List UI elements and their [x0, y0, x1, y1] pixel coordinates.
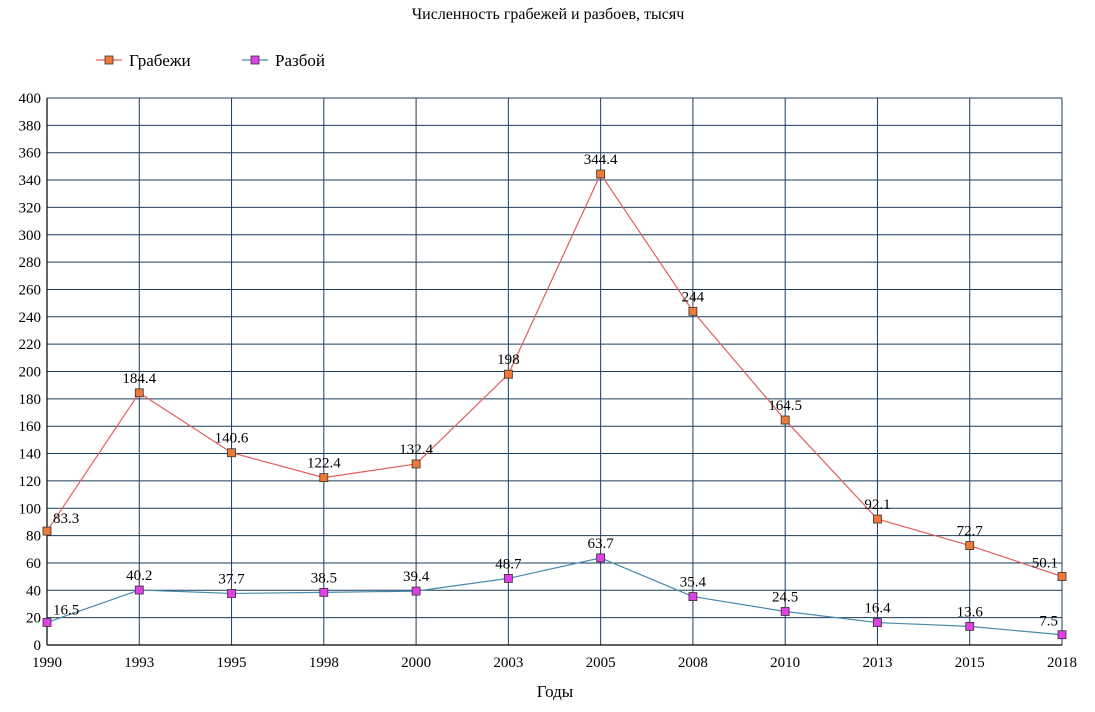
legend-marker: [104, 55, 114, 65]
y-tick-label: 0: [34, 638, 42, 654]
y-tick-label: 300: [19, 228, 42, 244]
data-label: 72.7: [957, 524, 984, 540]
legend-label: Разбой: [275, 51, 325, 70]
x-axis-title: Годы: [537, 682, 574, 701]
series-line: [46, 172, 1063, 578]
data-point: [134, 585, 144, 595]
x-tick-label: 2018: [1047, 655, 1077, 671]
y-tick-label: 40: [26, 583, 41, 599]
data-point: [873, 618, 882, 627]
data-point: [596, 169, 606, 179]
y-axis-ticks: 0 20 40 60 80 100 120 140 160 180 200 220 240 260 280 3…: [19, 91, 42, 654]
grid: [46, 97, 1063, 646]
y-tick-label: 200: [19, 365, 42, 381]
data-label: 50.1: [1032, 555, 1058, 571]
data-point: [965, 622, 975, 631]
x-tick-label: 1995: [217, 655, 247, 671]
data-label: 7.5: [1039, 614, 1058, 630]
data-label: 83.3: [53, 511, 79, 527]
data-label: 35.4: [680, 575, 707, 591]
data-point: [411, 586, 421, 596]
series-1: 83.3 184.4 140.6 122.4 132.4 198 344.4 244 164.5…: [42, 152, 1067, 581]
data-label: 184.4: [122, 371, 156, 387]
data-point: [965, 541, 975, 550]
x-tick-label: 2015: [955, 655, 985, 671]
data-label: 13.6: [957, 604, 984, 620]
data-point: [780, 415, 790, 425]
data-label: 63.7: [588, 536, 615, 552]
data-label: 122.4: [307, 456, 341, 472]
data-label: 16.4: [864, 601, 891, 617]
y-tick-label: 20: [26, 611, 41, 627]
data-point: [780, 607, 790, 616]
data-label: 164.5: [768, 398, 802, 414]
data-label: 16.5: [53, 602, 79, 618]
data-point: [319, 473, 329, 483]
y-tick-label: 60: [26, 556, 41, 572]
data-point: [411, 459, 421, 469]
chart-title: Численность грабежей и разбоев, тысяч: [412, 6, 685, 23]
y-tick-label: 360: [19, 146, 42, 162]
legend-marker: [250, 55, 260, 65]
data-label: 344.4: [584, 152, 618, 168]
data-point: [688, 592, 698, 601]
data-point: [596, 553, 606, 563]
data-point: [1057, 630, 1067, 640]
data-point: [42, 526, 52, 536]
y-tick-label: 260: [19, 282, 42, 298]
y-tick-label: 220: [19, 337, 42, 353]
y-tick-label: 280: [19, 255, 42, 271]
x-tick-label: 2000: [401, 655, 431, 671]
y-tick-label: 340: [19, 173, 42, 189]
data-point: [503, 574, 513, 583]
data-point: [227, 589, 236, 598]
y-tick-label: 80: [26, 529, 41, 545]
y-tick-label: 140: [19, 447, 42, 463]
legend-item: Грабежи: [96, 51, 191, 70]
data-point: [42, 618, 52, 627]
x-tick-label: 2010: [770, 655, 800, 671]
y-tick-label: 100: [19, 501, 42, 517]
y-tick-label: 180: [19, 392, 42, 408]
x-tick-label: 1990: [32, 655, 62, 671]
series-layer: 83.3 184.4 140.6 122.4 132.4 198 344.4 244 164.5…: [42, 152, 1067, 640]
y-tick-label: 240: [19, 310, 42, 326]
data-point: [319, 587, 329, 597]
y-tick-label: 320: [19, 200, 42, 216]
data-label: 92.1: [864, 497, 890, 513]
x-tick-label: 2013: [862, 655, 892, 671]
data-label: 132.4: [399, 442, 433, 458]
data-label: 24.5: [772, 589, 798, 605]
legend-item: Разбой: [242, 51, 325, 70]
x-axis-ticks: 1990 1993 1995 1998 2000 2003 2005 2008 2010 2013…: [32, 655, 1077, 671]
data-label: 39.4: [403, 569, 430, 585]
data-label: 37.7: [218, 571, 245, 587]
y-tick-label: 400: [19, 91, 42, 107]
data-label: 140.6: [215, 431, 249, 447]
x-tick-label: 2008: [678, 655, 708, 671]
data-label: 48.7: [495, 556, 522, 572]
x-tick-label: 2003: [493, 655, 523, 671]
series-line: [46, 557, 1063, 636]
y-tick-label: 380: [19, 118, 42, 134]
data-label: 38.5: [311, 570, 337, 586]
data-point: [873, 514, 882, 524]
legend-label: Грабежи: [129, 51, 191, 70]
y-tick-label: 120: [19, 474, 42, 490]
y-tick-label: 160: [19, 419, 42, 435]
data-label: 244: [682, 289, 705, 305]
x-tick-label: 2005: [586, 655, 616, 671]
data-label: 40.2: [126, 568, 152, 584]
legend: Грабежи Разбой: [96, 51, 325, 70]
data-label: 198: [497, 352, 520, 368]
data-point: [227, 448, 236, 458]
x-tick-label: 1993: [124, 655, 154, 671]
series-2: 16.5 40.2 37.7 38.5 39.4 48.7 63.7 35.4 24.5 16.4…: [42, 536, 1067, 640]
data-point: [134, 388, 144, 398]
data-point: [688, 306, 698, 316]
data-point: [1057, 572, 1067, 581]
data-point: [503, 369, 513, 379]
x-tick-label: 1998: [309, 655, 339, 671]
